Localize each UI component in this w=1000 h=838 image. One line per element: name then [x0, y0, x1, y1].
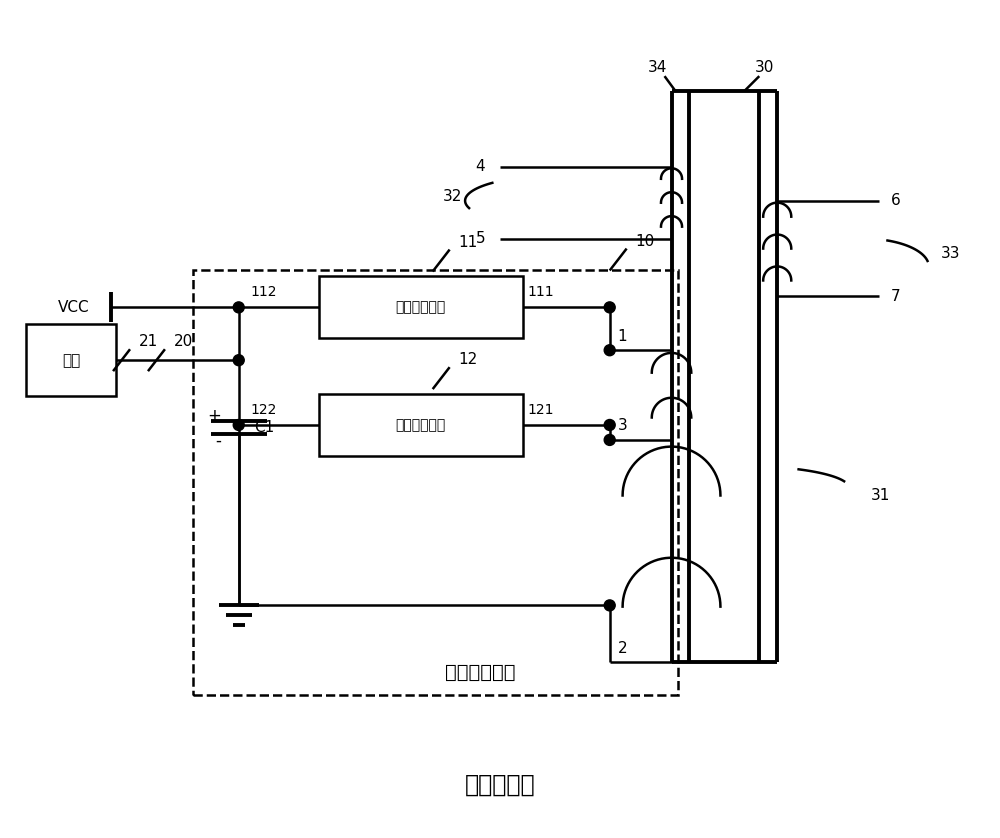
- Circle shape: [604, 302, 615, 313]
- Bar: [26, 324, 116, 396]
- Text: 2: 2: [618, 641, 627, 656]
- Text: 111: 111: [528, 286, 555, 299]
- Text: 7: 7: [891, 289, 901, 304]
- Text: 3: 3: [618, 418, 627, 433]
- Text: 31: 31: [871, 489, 890, 504]
- Text: VCC: VCC: [58, 300, 89, 315]
- Text: 辅助绕组电路: 辅助绕组电路: [445, 663, 515, 681]
- Circle shape: [233, 420, 244, 431]
- Text: 5: 5: [475, 231, 485, 246]
- Text: 10: 10: [636, 234, 655, 249]
- Circle shape: [604, 420, 615, 431]
- Text: 1: 1: [618, 328, 627, 344]
- Bar: [193, 271, 678, 695]
- Bar: [319, 394, 523, 456]
- Text: 6: 6: [891, 194, 901, 208]
- Text: 112: 112: [251, 286, 277, 299]
- Text: 34: 34: [648, 59, 667, 75]
- Text: 11: 11: [459, 235, 478, 250]
- Text: 芯片: 芯片: [62, 353, 80, 368]
- Text: 122: 122: [251, 403, 277, 417]
- Circle shape: [233, 302, 244, 313]
- Text: C1: C1: [254, 421, 274, 436]
- Circle shape: [233, 354, 244, 365]
- Text: 12: 12: [459, 352, 478, 367]
- Text: 4: 4: [475, 159, 485, 174]
- Circle shape: [604, 434, 615, 446]
- Circle shape: [604, 600, 615, 611]
- Text: 变压器电路: 变压器电路: [465, 773, 535, 797]
- Text: 第一供电电路: 第一供电电路: [396, 300, 446, 314]
- Circle shape: [604, 344, 615, 355]
- Bar: [319, 277, 523, 339]
- Text: -: -: [215, 432, 221, 449]
- Text: 33: 33: [941, 246, 960, 261]
- Text: 32: 32: [443, 189, 462, 204]
- Text: 第二供电电路: 第二供电电路: [396, 418, 446, 432]
- Text: 30: 30: [755, 59, 774, 75]
- Text: 20: 20: [174, 334, 193, 349]
- Text: +: +: [207, 406, 221, 425]
- Text: 21: 21: [139, 334, 158, 349]
- Text: 121: 121: [528, 403, 554, 417]
